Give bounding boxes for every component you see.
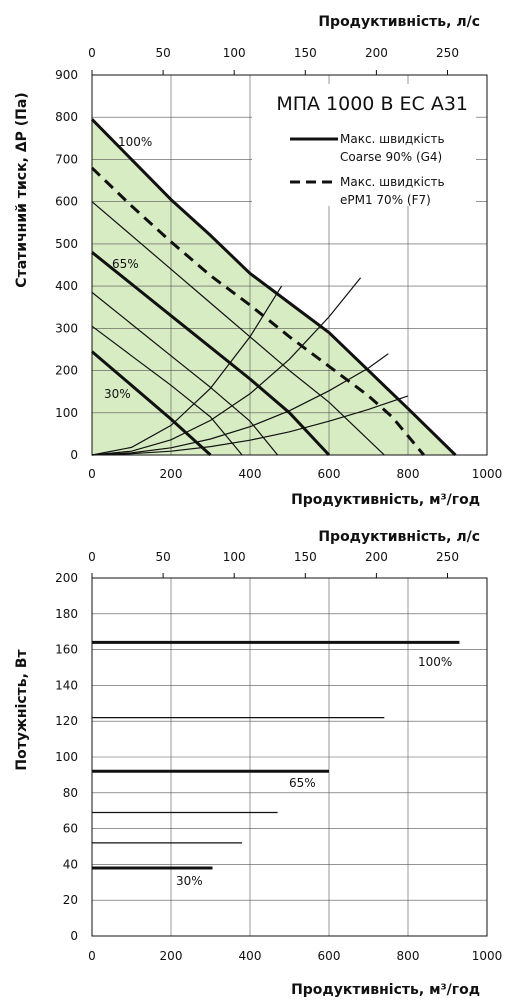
legend-item-1-line1: Макс. швидкість (340, 132, 445, 146)
y-tick-label: 80 (63, 786, 78, 800)
y-tick-label: 300 (55, 321, 78, 335)
model-title: МПА 1000 В ЕС А31 (276, 93, 468, 115)
f7-max-speed-curve (90, 166, 425, 456)
pressure-ticks: 0 200 400 600 800 1000 0 50 100 150 200 250 0 100 200 3… (55, 46, 502, 481)
bottom-x-axis-title: Продуктивність, м³/год (291, 982, 480, 998)
power-label-65: 65% (289, 776, 316, 790)
y-tick-label: 600 (55, 195, 78, 209)
bottom-x2-axis-title: Продуктивність, л/с (318, 529, 480, 545)
x-tick-label: 800 (397, 949, 420, 963)
power-plot-frame (91, 577, 488, 937)
x2-tick-label: 150 (294, 46, 317, 60)
x-tick-label: 0 (88, 949, 96, 963)
speed-curve (91, 350, 212, 457)
x-tick-label: 1000 (472, 949, 503, 963)
legend-item-2-line1: Макс. швидкість (340, 175, 445, 189)
system-curve (91, 353, 389, 456)
x2-tick-label: 100 (223, 46, 246, 60)
y-tick-label: 100 (55, 406, 78, 420)
curve-label-100: 100% (118, 135, 152, 149)
speed-curve (91, 201, 385, 456)
top-x2-axis-title: Продуктивність, л/с (318, 14, 480, 30)
operating-area-fill (92, 119, 456, 456)
pressure-series-group (90, 118, 457, 457)
x2-tick-label: 50 (155, 550, 170, 564)
y-tick-label: 500 (55, 237, 78, 251)
pressure-plot-frame (91, 74, 488, 456)
x2-tick-label: 0 (88, 550, 96, 564)
speed-curve (91, 251, 331, 457)
x2-tick-label: 50 (155, 46, 170, 60)
power-series-group (92, 640, 460, 870)
system-curve (91, 277, 362, 456)
system-curve (91, 285, 283, 456)
speed-curve (91, 325, 243, 456)
y-tick-label: 200 (55, 364, 78, 378)
curve-label-30: 30% (104, 387, 131, 401)
x2-tick-label: 200 (365, 550, 388, 564)
legend-item-1-line2: Coarse 90% (G4) (340, 150, 442, 164)
top-x-axis-title: Продуктивність, м³/год (291, 492, 480, 508)
legend-box (252, 84, 476, 206)
x2-tick-label: 250 (436, 550, 459, 564)
power-ticks: 0 200 400 600 800 1000 0 50 100 150 200 250 0 20 40 60 8… (55, 550, 502, 963)
x2-tick-label: 200 (365, 46, 388, 60)
curve-label-65: 65% (112, 257, 139, 271)
y-tick-label: 200 (55, 571, 78, 585)
y-tick-label: 700 (55, 152, 78, 166)
x-tick-label: 1000 (472, 467, 503, 481)
y-tick-label: 20 (63, 893, 78, 907)
power-label-100: 100% (418, 655, 452, 669)
y-tick-label: 60 (63, 822, 78, 836)
power-grid (91, 577, 488, 937)
y-tick-label: 40 (63, 857, 78, 871)
y-tick-label: 160 (55, 643, 78, 657)
y-tick-label: 0 (70, 929, 78, 943)
x-tick-label: 800 (397, 467, 420, 481)
speed-curve (90, 118, 457, 457)
power-label-30: 30% (176, 874, 203, 888)
x2-tick-label: 250 (436, 46, 459, 60)
x2-tick-label: 100 (223, 550, 246, 564)
y-tick-label: 180 (55, 607, 78, 621)
pressure-chart: 0 200 400 600 800 1000 0 50 100 150 200 250 0 100 200 3… (14, 14, 502, 508)
top-y-axis-title: Статичний тиск, ΔP (Па) (14, 92, 30, 287)
y-tick-label: 900 (55, 68, 78, 82)
bottom-y-axis-title: Потужність, Вт (14, 649, 30, 771)
x-tick-label: 600 (318, 949, 341, 963)
power-chart: 0 200 400 600 800 1000 0 50 100 150 200 250 0 20 40 60 8… (14, 529, 502, 998)
y-tick-label: 100 (55, 750, 78, 764)
speed-curve (91, 291, 279, 456)
x-tick-label: 200 (160, 467, 183, 481)
x-tick-label: 600 (318, 467, 341, 481)
y-tick-label: 140 (55, 678, 78, 692)
x-tick-label: 200 (160, 949, 183, 963)
y-tick-label: 800 (55, 110, 78, 124)
x-tick-label: 0 (88, 467, 96, 481)
y-tick-label: 400 (55, 279, 78, 293)
x2-tick-label: 0 (88, 46, 96, 60)
x-tick-label: 400 (239, 467, 262, 481)
y-tick-label: 120 (55, 714, 78, 728)
legend-item-2-line2: ePM1 70% (F7) (340, 193, 431, 207)
x2-tick-label: 150 (294, 550, 317, 564)
y-tick-label: 0 (70, 448, 78, 462)
system-curve (91, 395, 409, 456)
x-tick-label: 400 (239, 949, 262, 963)
